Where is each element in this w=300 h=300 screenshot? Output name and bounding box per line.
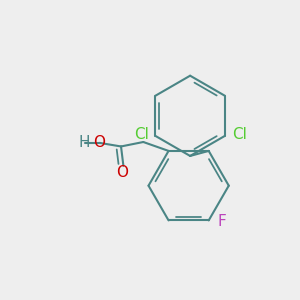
Text: Cl: Cl [134, 127, 148, 142]
Text: O: O [94, 134, 106, 149]
Text: Cl: Cl [232, 127, 247, 142]
Text: O: O [116, 165, 128, 180]
Text: F: F [218, 214, 226, 230]
Text: H: H [78, 135, 90, 150]
